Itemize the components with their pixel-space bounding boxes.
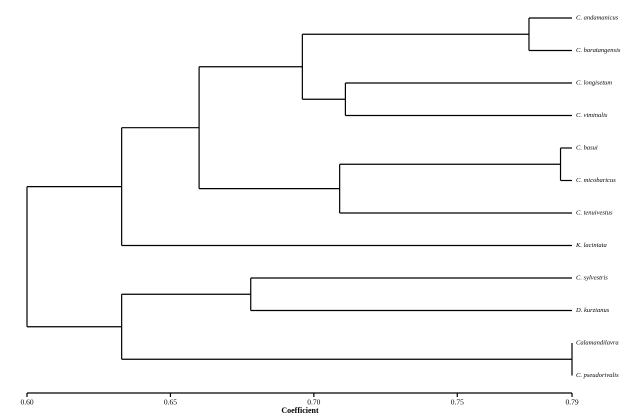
leaf-label: C. tenuivestus bbox=[576, 209, 613, 216]
leaf-label: C. baratangensis bbox=[576, 47, 621, 54]
x-tick-label: 0.60 bbox=[20, 398, 33, 407]
leaf-label: C. pseudorivalis bbox=[576, 372, 619, 379]
x-tick-label: 0.65 bbox=[164, 398, 177, 407]
x-axis-label: Coefficient bbox=[281, 406, 319, 415]
x-tick-label: 0.70 bbox=[307, 398, 320, 407]
leaf-label: C. sylvestris bbox=[576, 274, 608, 281]
leaf-label: C. viminalis bbox=[576, 112, 608, 119]
leaf-label: K. laciniata bbox=[575, 242, 607, 249]
x-tick-label: 0.79 bbox=[565, 398, 578, 407]
leaf-label: C. longisetum bbox=[576, 79, 612, 86]
x-tick-label: 0.75 bbox=[451, 398, 464, 407]
leaf-label: C. basui bbox=[576, 144, 598, 151]
leaf-label: C. andamanicus bbox=[576, 14, 619, 21]
leaf-label: D. kurzianus bbox=[575, 307, 610, 314]
leaf-label: C. micobaricus bbox=[576, 177, 616, 184]
leaf-label: Calamandilavra bbox=[576, 339, 619, 346]
